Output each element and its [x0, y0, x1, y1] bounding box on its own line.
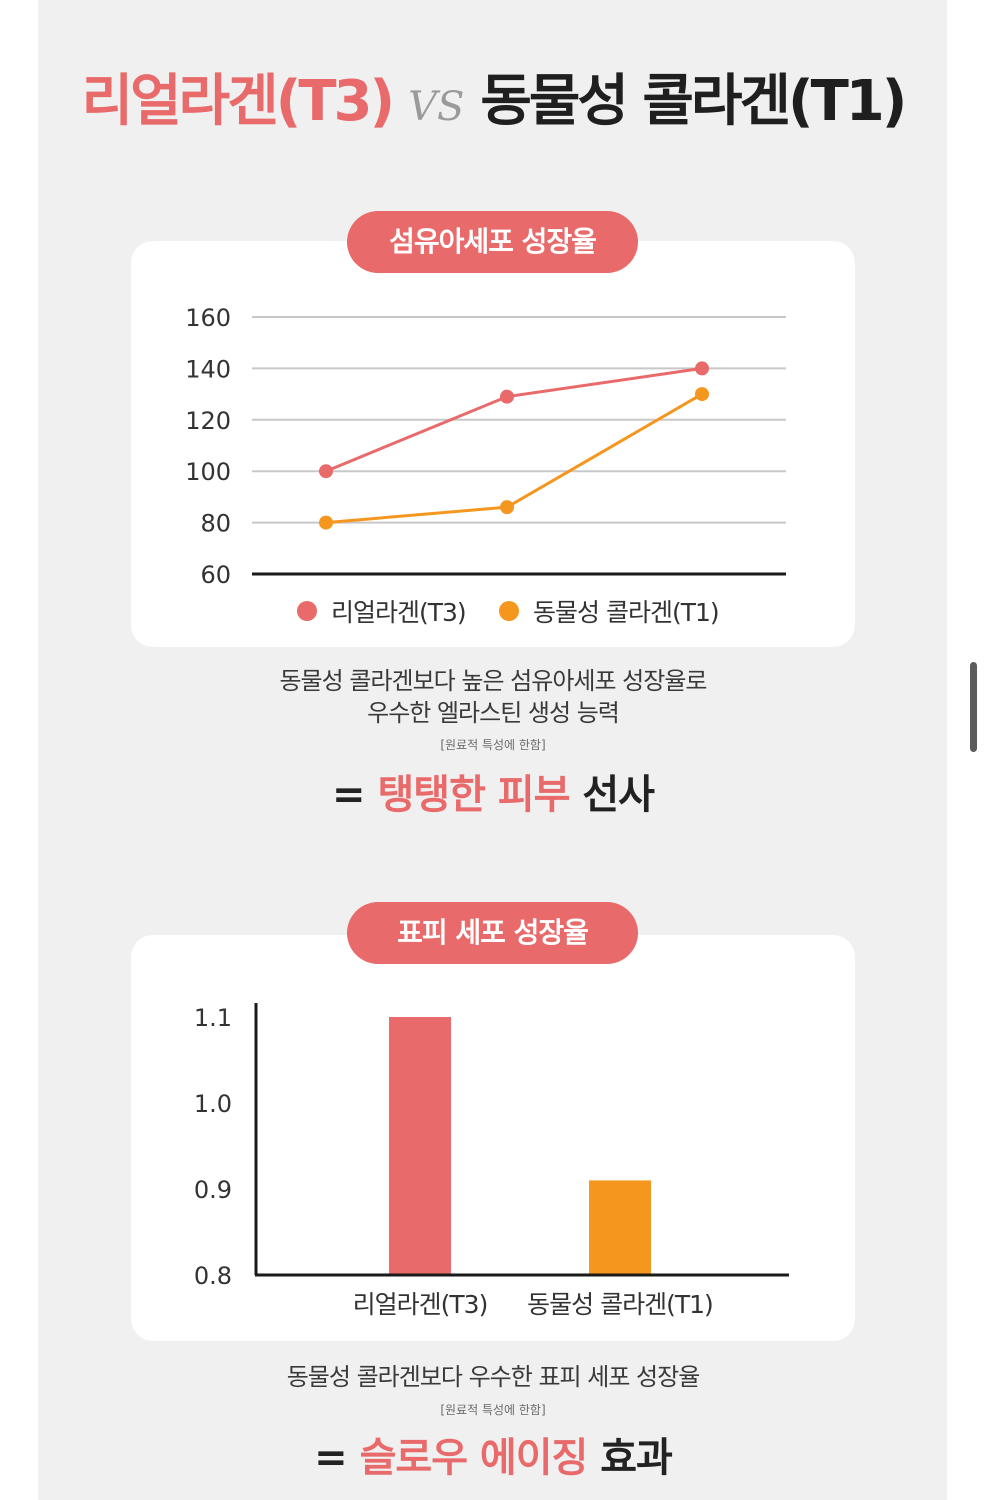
line-chart-card	[131, 241, 855, 647]
tagline-prefix: =	[332, 772, 378, 818]
y-tick-label: 100	[185, 458, 231, 486]
section2-note: [원료적 특성에 한함]	[440, 1403, 546, 1417]
line-chart-title-pill: 섬유아세포 성장율	[347, 211, 638, 273]
y-tick-label: 140	[185, 355, 231, 383]
legend-marker	[297, 601, 317, 621]
data-point	[500, 389, 514, 404]
y-tick-label: 80	[200, 510, 231, 538]
tagline-prefix: =	[314, 1435, 360, 1481]
bar	[589, 1180, 651, 1275]
data-point	[319, 464, 333, 479]
x-category-label: 동물성 콜라겐(T1)	[527, 1290, 713, 1319]
tagline-highlight: 슬로우 에이징	[359, 1435, 589, 1481]
y-tick-label: 1.1	[194, 1004, 232, 1032]
legend-marker	[499, 601, 519, 621]
legend-label: 리얼라겐(T3)	[331, 598, 466, 627]
y-tick-label: 1.0	[194, 1090, 232, 1118]
title-realagen: 리얼라겐(T3)	[81, 69, 395, 134]
section1-description-line1: 동물성 콜라겐보다 높은 섬유아세포 성장율로	[279, 667, 707, 695]
y-tick-label: 60	[200, 561, 231, 589]
bar-chart-card	[131, 935, 855, 1341]
section2-tagline: = 슬로우 에이징 효과	[0, 1425, 986, 1483]
bar-chart-title-pill: 표피 세포 성장율	[347, 902, 638, 964]
section1-tagline: = 탱탱한 피부 선사	[0, 762, 986, 820]
title-animal-collagen: 동물성 콜라겐(T1)	[480, 69, 907, 134]
data-point	[695, 361, 709, 376]
page-title: 리얼라겐(T3) VS 동물성 콜라겐(T1)	[0, 62, 986, 147]
bar	[389, 1017, 451, 1275]
y-tick-label: 160	[185, 304, 231, 332]
section2-description-line1: 동물성 콜라겐보다 우수한 표피 세포 성장율	[286, 1363, 701, 1391]
data-point	[500, 500, 514, 515]
tagline-suffix: 효과	[587, 1435, 673, 1481]
tagline-suffix: 선사	[569, 772, 655, 818]
scrollbar-thumb[interactable]	[970, 662, 977, 752]
y-tick-label: 0.9	[194, 1176, 232, 1204]
section1-note: [원료적 특성에 한함]	[440, 738, 546, 752]
data-point	[319, 515, 333, 530]
data-point	[695, 387, 709, 402]
y-tick-label: 120	[185, 407, 231, 435]
y-tick-label: 0.8	[194, 1262, 232, 1290]
x-category-label: 리얼라겐(T3)	[353, 1290, 488, 1319]
tagline-highlight: 탱탱한 피부	[377, 772, 570, 818]
title-vs: VS	[408, 84, 465, 130]
legend-label: 동물성 콜라겐(T1)	[533, 598, 719, 627]
section1-description-line2: 우수한 엘라스틴 생성 능력	[367, 699, 620, 727]
